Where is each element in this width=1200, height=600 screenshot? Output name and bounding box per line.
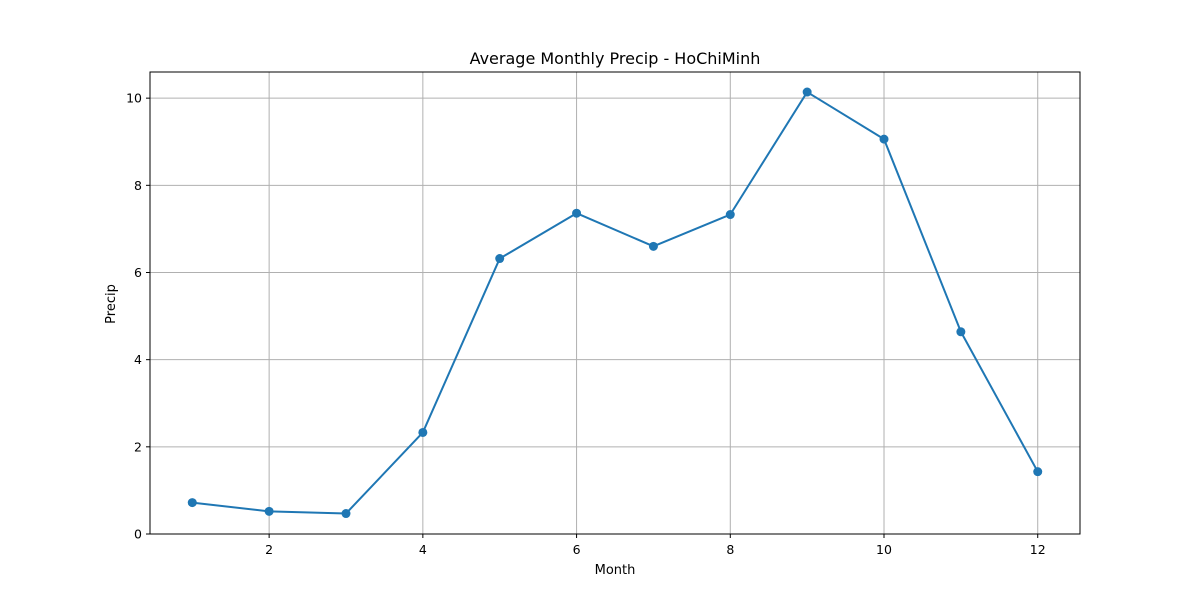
series-line [191,91,1039,515]
data-point [879,134,889,144]
data-point [648,241,658,251]
data-point [572,208,582,218]
x-tick-label: 4 [419,542,427,557]
y-tick-label: 8 [134,178,142,193]
data-point [1033,467,1043,477]
x-tick-label: 8 [726,542,734,557]
x-axis-label: Month [595,563,636,578]
data-point [264,506,274,516]
data-point [187,498,197,508]
y-tick-label: 10 [126,91,142,106]
data-point [418,427,428,437]
x-tick-label: 10 [876,542,892,557]
x-tick-label: 2 [265,542,273,557]
x-tick-label: 6 [573,542,581,557]
data-point [725,210,735,220]
y-tick-label: 4 [134,352,142,367]
y-tick-label: 6 [134,265,142,280]
series-group [187,87,1043,519]
axis-ticks: 2 4 6 8 10 12 0 2 4 6 8 10 [126,91,1046,557]
grid [150,72,1080,535]
data-point [956,327,966,337]
data-point [495,254,505,264]
x-tick-label: 12 [1030,542,1046,557]
chart-title: Average Monthly Precip - HoChiMinh [470,49,761,68]
y-tick-label: 0 [134,527,142,542]
data-point [341,509,351,519]
y-axis-label: Precip [104,284,119,324]
plot-area-frame [149,71,1081,535]
data-point [802,87,812,97]
y-tick-label: 2 [134,439,142,454]
